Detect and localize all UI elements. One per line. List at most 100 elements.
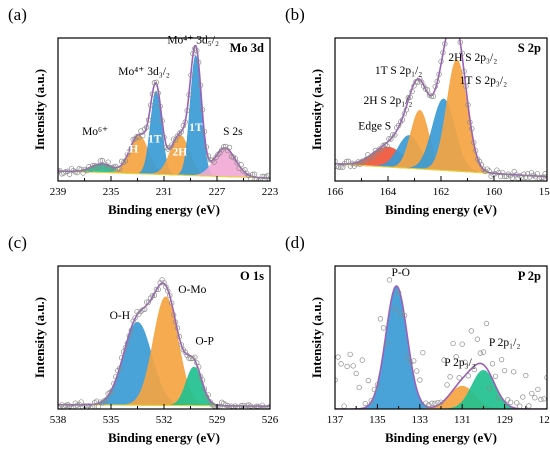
data-point (170, 312, 177, 318)
data-point (420, 349, 426, 356)
data-point (365, 377, 371, 384)
peak-annotation: S 2s (223, 126, 243, 138)
data-point (199, 107, 206, 113)
data-point (526, 403, 532, 409)
peak-label-inside: 1T (189, 122, 203, 134)
plot-area (335, 28, 547, 181)
peak-annotation: Mo⁶⁺ (82, 126, 108, 138)
data-point (429, 400, 435, 406)
data-point (145, 117, 152, 123)
data-point (468, 328, 474, 334)
data-point (103, 397, 109, 403)
data-point (176, 333, 183, 340)
data-point (492, 373, 499, 380)
data-point (343, 158, 350, 165)
data-point (90, 163, 96, 169)
data-point (93, 164, 100, 170)
data-point (532, 395, 538, 401)
data-point (159, 118, 165, 124)
x-axis-label: Binding energy (eV) (108, 202, 220, 217)
data-point (430, 93, 436, 100)
data-point (471, 366, 477, 373)
data-point (535, 386, 541, 393)
x-tick-label: 137 (327, 414, 344, 426)
data-point (434, 78, 440, 85)
data-point (438, 399, 444, 405)
data-point (186, 355, 192, 361)
peak-annotation: Edge S (358, 121, 391, 133)
x-tick-label: 131 (454, 414, 471, 426)
data-point (514, 400, 520, 406)
y-axis-label: Intensity (a.u.) (309, 69, 324, 150)
y-axis-label: Intensity (a.u.) (32, 297, 47, 378)
data-point (501, 173, 508, 180)
data-point (486, 385, 493, 391)
peak-label-inside: 2H (173, 146, 188, 158)
data-point (370, 153, 377, 159)
data-point (486, 168, 492, 174)
data-point (157, 103, 163, 109)
data-point (469, 126, 475, 132)
data-point (109, 164, 115, 171)
data-point (399, 117, 406, 123)
measured-points (335, 28, 547, 181)
fit-envelope (58, 44, 270, 179)
x-tick-label: 160 (486, 186, 503, 198)
data-point (444, 382, 450, 388)
data-point (402, 313, 408, 319)
data-point (70, 405, 77, 409)
data-point (190, 50, 196, 57)
data-point (538, 396, 544, 403)
data-point (97, 158, 104, 164)
data-point (390, 132, 396, 138)
panel-b: 166 164 162 160 158 Binding energy (eV) Intens… (285, 5, 550, 217)
data-point (440, 49, 446, 56)
panel-label: (c) (8, 233, 27, 252)
data-point (359, 357, 365, 363)
data-point (362, 400, 368, 407)
data-point (498, 356, 505, 363)
data-point (544, 173, 547, 179)
data-point (447, 374, 453, 380)
data-point (544, 374, 547, 381)
data-point (424, 87, 431, 93)
data-point (438, 58, 444, 65)
data-point (474, 336, 480, 342)
peak-annotation: P-O (391, 267, 410, 279)
data-point (178, 342, 185, 348)
data-point (118, 355, 125, 361)
data-point (541, 396, 547, 402)
data-point (444, 28, 449, 33)
data-point (232, 155, 238, 162)
data-point (124, 340, 131, 346)
data-point (153, 286, 159, 293)
data-point (480, 349, 487, 355)
data-point (405, 355, 411, 361)
data-point (347, 351, 353, 358)
data-point (538, 174, 544, 181)
data-point (203, 144, 210, 150)
data-point (130, 136, 136, 143)
data-point (111, 380, 117, 387)
data-point (336, 164, 342, 170)
data-point (155, 286, 161, 293)
plot-area (335, 277, 547, 409)
data-point (461, 68, 467, 74)
data-point (140, 132, 146, 139)
peak-annotation: O-P (195, 336, 214, 348)
data-point (122, 158, 129, 164)
x-tick-label: 538 (50, 414, 67, 426)
data-point (165, 288, 171, 294)
data-point (520, 394, 526, 400)
data-point (153, 79, 159, 85)
data-point (457, 39, 463, 45)
y-axis-label: Intensity (a.u.) (309, 297, 324, 378)
data-point (163, 284, 169, 290)
data-point (377, 316, 384, 322)
peak-label-inside: 1T (148, 133, 162, 145)
data-point (534, 171, 541, 177)
data-point (467, 119, 473, 125)
data-point (456, 375, 462, 381)
data-point (462, 359, 468, 365)
